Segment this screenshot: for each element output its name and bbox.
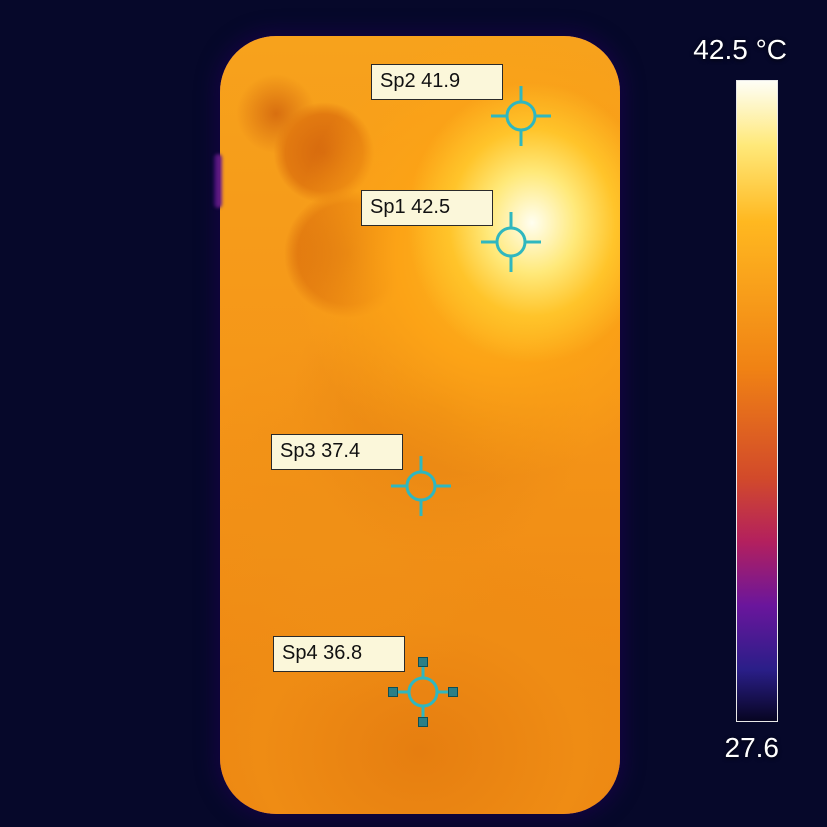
phone-side-button-heat (214, 154, 222, 208)
spot-label: Sp3 37.4 (271, 434, 403, 470)
color-scale: 42.5 °C 27.6 (729, 72, 785, 722)
selection-handle[interactable] (388, 687, 398, 697)
selection-handle[interactable] (418, 657, 428, 667)
spot-label: Sp2 41.9 (371, 64, 503, 100)
scale-gradient-bar (736, 80, 778, 722)
selection-handle[interactable] (418, 717, 428, 727)
scale-min-label: 27.6 (725, 732, 780, 764)
spot-label: Sp1 42.5 (361, 190, 493, 226)
scale-max-label: 42.5 °C (693, 34, 787, 66)
spot-label: Sp4 36.8 (273, 636, 405, 672)
thermal-phone-body (220, 36, 620, 814)
thermal-field (220, 36, 620, 814)
selection-handle[interactable] (448, 687, 458, 697)
